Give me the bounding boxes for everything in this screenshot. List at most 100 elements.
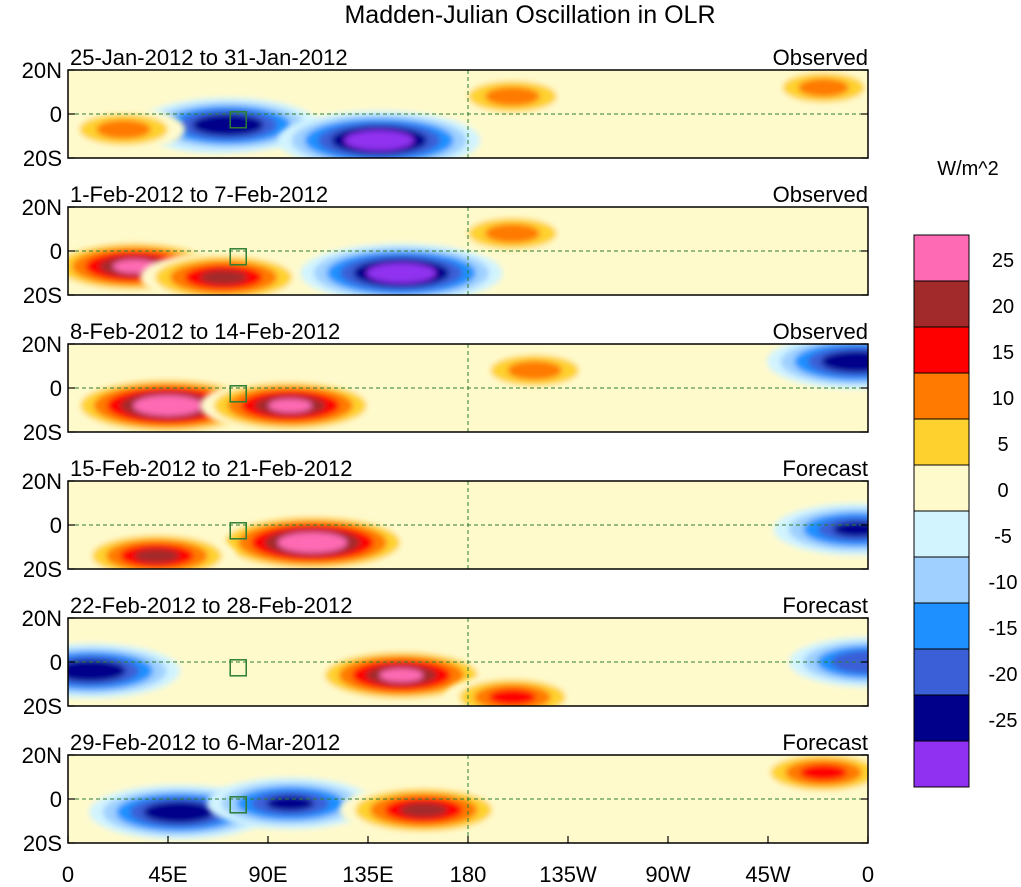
lat-tick-label: 20S xyxy=(23,420,62,445)
panel: 20N 0 20S 25-Jan-2012 to 31-Jan-2012 Observe… xyxy=(22,45,869,171)
panel-kind-label: Forecast xyxy=(782,593,868,618)
lat-tick-label: 0 xyxy=(50,787,62,812)
panel: 20N 0 20S 22-Feb-2012 to 28-Feb-2012 Forecas… xyxy=(22,593,869,719)
lon-tick-label: 45E xyxy=(148,862,187,887)
contour-band xyxy=(146,399,190,412)
anomaly-cell xyxy=(444,674,581,706)
anomaly-cell xyxy=(340,784,507,836)
panel-kind-label: Observed xyxy=(773,319,868,344)
anomaly-field xyxy=(68,207,868,295)
reference-box xyxy=(229,248,247,266)
anomaly-field xyxy=(68,481,868,569)
anomaly-cell xyxy=(766,70,868,109)
colorbar-swatch xyxy=(913,418,970,466)
lat-tick-label: 0 xyxy=(50,376,62,401)
lat-tick-label: 0 xyxy=(50,239,62,264)
anomaly-field xyxy=(68,618,868,706)
colorbar-swatch xyxy=(913,280,970,328)
panel-period-label: 25-Jan-2012 to 31-Jan-2012 xyxy=(70,45,348,70)
lat-tick-label: 20S xyxy=(23,831,62,856)
anomaly-cell xyxy=(138,97,318,153)
colorbar-swatch xyxy=(913,648,970,696)
anomaly-cell xyxy=(773,503,868,556)
lat-tick-label: 20S xyxy=(23,283,62,308)
colorbar-label: 25 xyxy=(992,250,1014,272)
anomaly-cell xyxy=(755,755,868,796)
panel-period-label: 15-Feb-2012 to 21-Feb-2012 xyxy=(70,456,353,481)
contour-band xyxy=(68,664,113,678)
longitude-axis: 0 45E 90E 135E 180 135W 90W 45W 0 xyxy=(62,836,874,887)
contour-band xyxy=(488,689,537,706)
contour-band xyxy=(399,802,448,818)
lat-tick-label: 0 xyxy=(50,650,62,675)
lon-tick-label: 0 xyxy=(62,862,74,887)
colorbar: 25 20 15 10 5 0 -5 -10 -15 -20 -25 xyxy=(913,234,1018,788)
anomaly-cell xyxy=(200,378,381,432)
chart-title: Madden-Julian Oscillation in OLR xyxy=(344,1,715,29)
colorbar-label: -25 xyxy=(989,710,1018,732)
colorbar-label: 15 xyxy=(992,342,1014,364)
contour-band xyxy=(357,134,401,147)
colorbar-swatch xyxy=(913,694,970,742)
anomaly-cell xyxy=(473,349,597,392)
lon-tick-label: 45W xyxy=(745,862,790,887)
anomaly-cell xyxy=(278,110,481,158)
colorbar-swatch xyxy=(913,602,970,650)
lon-tick-label: 90E xyxy=(248,862,287,887)
contour-band xyxy=(379,668,424,682)
lat-tick-label: 0 xyxy=(50,102,62,127)
panel: 20N 0 20S 1-Feb-2012 to 7-Feb-2012 Observed xyxy=(22,182,869,308)
colorbar-swatch xyxy=(913,464,970,512)
anomaly-cell xyxy=(68,108,185,151)
contour-band xyxy=(199,270,248,285)
contour-band xyxy=(485,86,540,106)
colorbar-units-label: W/m^2 xyxy=(937,158,999,180)
anomaly-cell xyxy=(789,637,868,687)
anomaly-cell xyxy=(451,75,574,118)
anomaly-field xyxy=(68,344,868,432)
lon-tick-label: 180 xyxy=(450,862,487,887)
anomaly-cell xyxy=(77,530,236,569)
colorbar-label: -5 xyxy=(994,526,1012,548)
panel-period-label: 1-Feb-2012 to 7-Feb-2012 xyxy=(70,182,328,207)
panel-period-label: 22-Feb-2012 to 28-Feb-2012 xyxy=(70,593,353,618)
panel-period-label: 8-Feb-2012 to 14-Feb-2012 xyxy=(70,319,340,344)
colorbar-label: 20 xyxy=(992,296,1014,318)
colorbar-swatch xyxy=(913,372,970,420)
contour-band xyxy=(134,548,180,563)
lon-tick-label: 90W xyxy=(645,862,690,887)
panel-period-label: 29-Feb-2012 to 6-Mar-2012 xyxy=(70,730,340,755)
colorbar-label: 5 xyxy=(997,434,1008,456)
anomaly-cell xyxy=(300,243,503,295)
reference-box xyxy=(229,111,247,129)
reference-box xyxy=(229,796,247,814)
lat-tick-label: 20N xyxy=(22,606,62,631)
contour-band xyxy=(798,78,849,97)
anomaly-field xyxy=(68,70,868,158)
contour-band xyxy=(845,654,868,670)
panel: 20N 0 20S 15-Feb-2012 to 21-Feb-2012 Forecas… xyxy=(22,456,869,582)
anomaly-cell xyxy=(766,344,868,389)
contour-band xyxy=(485,223,540,243)
panel-kind-label: Forecast xyxy=(782,730,868,755)
lat-tick-label: 20N xyxy=(22,743,62,768)
lat-tick-label: 20S xyxy=(23,694,62,719)
colorbar-swatch xyxy=(913,510,970,558)
lon-tick-label: 135E xyxy=(342,862,393,887)
anomaly-cell xyxy=(206,777,374,830)
lat-tick-label: 0 xyxy=(50,513,62,538)
panel: 20N 0 20S 8-Feb-2012 to 14-Feb-2012 Observed xyxy=(22,319,869,445)
anomaly-field xyxy=(68,755,868,843)
colorbar-swatch xyxy=(913,740,970,788)
panel-kind-label: Observed xyxy=(773,45,868,70)
colorbar-label: 0 xyxy=(997,480,1008,502)
lon-tick-label: 135W xyxy=(539,862,597,887)
colorbar-swatch xyxy=(913,326,970,374)
anomaly-cell xyxy=(451,212,574,255)
colorbar-swatch xyxy=(913,556,970,604)
anomaly-cell xyxy=(140,251,307,295)
contour-band xyxy=(799,764,848,781)
contour-band xyxy=(157,805,201,819)
contour-band xyxy=(833,522,868,537)
